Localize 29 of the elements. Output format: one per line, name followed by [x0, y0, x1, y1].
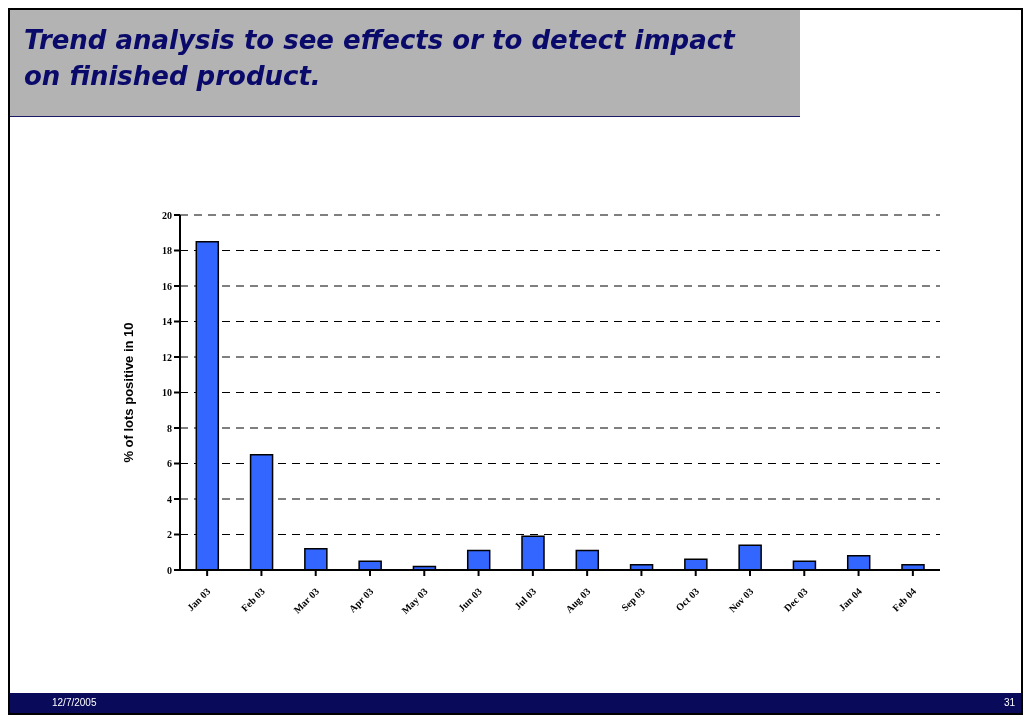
x-tick-label: Sep 03 [619, 585, 647, 614]
x-tick-label: Nov 03 [726, 585, 756, 615]
y-tick-label: 4 [167, 493, 172, 505]
x-tick-label: Feb 04 [890, 585, 919, 614]
x-tick-label: Jun 03 [455, 585, 484, 614]
y-axis-title: % of lots positive in 10 [120, 322, 136, 463]
y-tick-label: 18 [162, 245, 172, 257]
y-tick-label: 10 [162, 387, 172, 399]
y-tick-label: 2 [167, 529, 172, 541]
y-tick-label: 6 [167, 458, 172, 470]
x-tick-label: Jul 03 [512, 585, 539, 612]
x-tick-label: Aug 03 [563, 585, 593, 615]
x-tick-label: Jan 04 [836, 585, 864, 614]
chart-title: Trend analysis to see effects or to detect impact on finished product. [24, 24, 737, 93]
y-tick-label: 8 [167, 422, 172, 434]
x-tick-label: May 03 [399, 585, 430, 617]
x-tick-label: Jan 03 [184, 585, 213, 614]
y-tick-label: 16 [162, 280, 172, 292]
text: 12/7/2005 [52, 697, 97, 708]
y-tick-label: 12 [162, 351, 172, 363]
text: 31 [1003, 697, 1015, 708]
y-tick-label: 0 [167, 564, 172, 576]
x-tick-label: Feb 03 [238, 585, 267, 614]
y-tick-label: 20 [162, 209, 172, 221]
x-tick-label: Mar 03 [291, 585, 322, 616]
x-tick-label: Dec 03 [781, 585, 810, 614]
y-tick-label: 14 [162, 316, 172, 328]
x-tick-label: Oct 03 [673, 585, 702, 614]
x-tick-label: Apr 03 [346, 585, 376, 615]
